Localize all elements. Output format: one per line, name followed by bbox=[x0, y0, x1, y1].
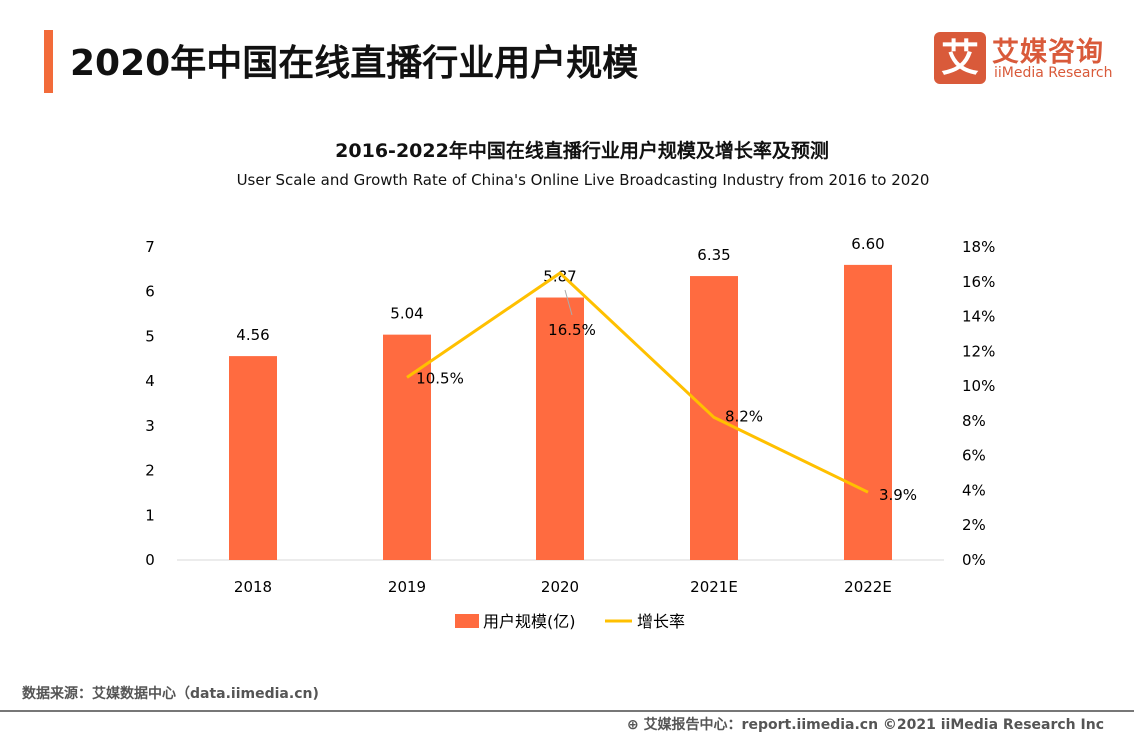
x-tick-label: 2020 bbox=[541, 578, 579, 596]
bar bbox=[844, 264, 892, 560]
chart-subtitle: User Scale and Growth Rate of China's On… bbox=[236, 171, 930, 189]
logo-en: iiMedia Research bbox=[994, 65, 1113, 81]
bar-label: 4.56 bbox=[236, 326, 269, 344]
left-tick-label: 4 bbox=[145, 372, 155, 390]
left-tick-label: 7 bbox=[145, 238, 155, 256]
bar bbox=[383, 334, 431, 560]
footer-divider bbox=[0, 710, 1134, 712]
footer-report-text: 艾媒报告中心：report.iimedia.cn ©2021 iiMedia R… bbox=[643, 717, 1104, 733]
left-tick-label: 6 bbox=[145, 283, 155, 301]
label-leader-line bbox=[564, 289, 573, 316]
line-label: 3.9% bbox=[879, 486, 917, 504]
logo-cn: 艾媒咨询 bbox=[992, 37, 1104, 68]
right-tick-label: 6% bbox=[962, 447, 986, 465]
right-tick-label: 12% bbox=[962, 342, 995, 360]
x-tick-label: 2021E bbox=[690, 578, 738, 596]
legend-line-label: 增长率 bbox=[637, 612, 685, 631]
bar bbox=[536, 297, 584, 560]
left-tick-label: 2 bbox=[145, 462, 155, 480]
left-tick-label: 3 bbox=[145, 417, 155, 435]
right-tick-label: 0% bbox=[962, 551, 986, 569]
bar bbox=[229, 356, 277, 560]
right-tick-label: 2% bbox=[962, 516, 986, 534]
title-accent-bar bbox=[44, 30, 53, 93]
right-tick-label: 10% bbox=[962, 377, 995, 395]
right-tick-label: 8% bbox=[962, 412, 986, 430]
x-tick-label: 2019 bbox=[388, 578, 426, 596]
page-title: 2020年中国在线直播行业用户规模 bbox=[70, 43, 639, 84]
line-label: 10.5% bbox=[416, 369, 464, 387]
x-tick-label: 2022E bbox=[844, 578, 892, 596]
globe-icon: ⊕ bbox=[626, 717, 644, 733]
bar-label: 6.35 bbox=[697, 246, 730, 264]
chart-title: 2016-2022年中国在线直播行业用户规模及增长率及预测 bbox=[335, 140, 829, 162]
left-tick-label: 1 bbox=[145, 506, 155, 524]
left-tick-label: 5 bbox=[145, 327, 155, 345]
right-tick-label: 16% bbox=[962, 273, 995, 291]
line-label: 8.2% bbox=[725, 407, 763, 425]
footer-report: ⊕ 艾媒报告中心：report.iimedia.cn ©2021 iiMedia… bbox=[627, 714, 1104, 734]
logo-mark: 艾 bbox=[934, 32, 986, 84]
growth-line bbox=[406, 271, 869, 494]
right-tick-label: 14% bbox=[962, 308, 995, 326]
right-tick-label: 4% bbox=[962, 481, 986, 499]
logo: 艾 艾媒咨询 iiMedia Research bbox=[934, 32, 1114, 86]
data-source: 数据来源：艾媒数据中心（data.iimedia.cn) bbox=[22, 686, 319, 702]
bar-label: 6.60 bbox=[851, 235, 884, 253]
right-tick-label: 18% bbox=[962, 238, 995, 256]
line-label: 16.5% bbox=[548, 321, 596, 339]
x-tick-label: 2018 bbox=[234, 578, 272, 596]
legend-bar-label: 用户规模(亿) bbox=[483, 612, 576, 631]
legend-bar-swatch bbox=[455, 614, 479, 628]
left-tick-label: 0 bbox=[145, 551, 155, 569]
bar-label: 5.04 bbox=[390, 305, 423, 323]
